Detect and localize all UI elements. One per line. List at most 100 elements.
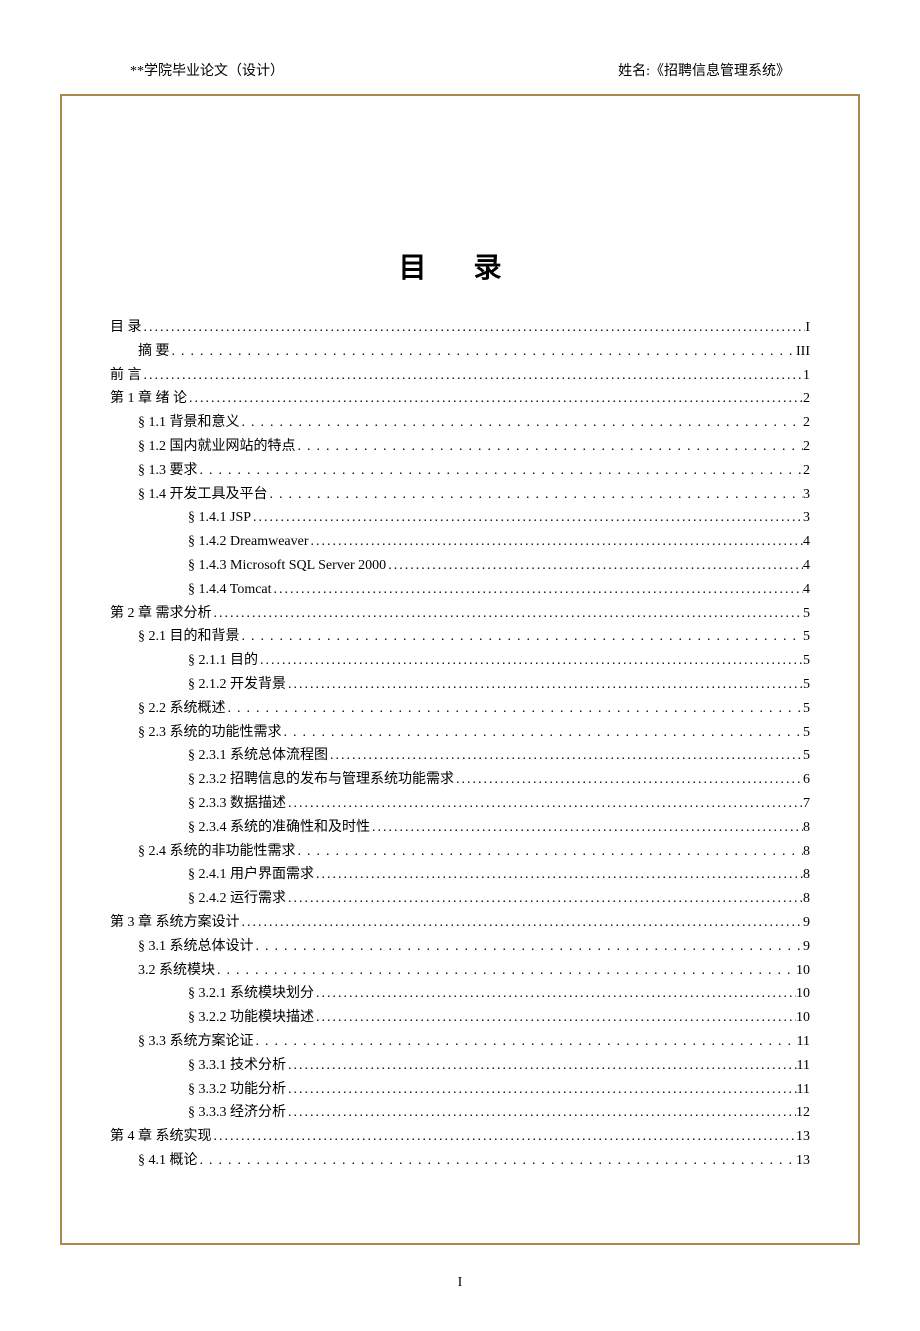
toc-entry-page: 8 — [803, 863, 810, 887]
header-right: 姓名:《招聘信息管理系统》 — [618, 60, 790, 80]
toc-entry-page: 2 — [803, 411, 810, 435]
toc-entry-label: § 2.3 系统的功能性需求 — [138, 721, 282, 745]
toc-entry-page: 6 — [803, 768, 810, 792]
toc-leader-dots: ........................................… — [258, 649, 803, 673]
toc-leader-dots: ........................................… — [254, 935, 804, 959]
toc-leader-dots: ........................................… — [187, 387, 803, 411]
toc-entry: § 3.1 系统总体设计............................… — [110, 935, 810, 959]
toc-leader-dots: ........................................… — [386, 554, 803, 578]
toc-entry-label: § 3.3 系统方案论证 — [138, 1030, 254, 1054]
toc-entry: § 2.4 系统的非功能性需求.........................… — [110, 840, 810, 864]
toc-leader-dots: ........................................… — [240, 625, 804, 649]
toc-entry: § 2.4.2 运行需求............................… — [110, 887, 810, 911]
toc-entry: § 1.4.3 Microsoft SQL Server 2000.......… — [110, 554, 810, 578]
toc-entry-label: § 2.2 系统概述 — [138, 697, 226, 721]
toc-entry-label: 目 录 — [110, 316, 142, 340]
toc-entry-label: § 4.1 概论 — [138, 1149, 198, 1173]
toc-entry-page: 5 — [803, 649, 810, 673]
toc-leader-dots: ........................................… — [240, 911, 804, 935]
toc-entry-label: 第 4 章 系统实现 — [110, 1125, 212, 1149]
toc-entry-page: 10 — [796, 1006, 810, 1030]
toc-entry-page: 2 — [803, 459, 810, 483]
toc-entry-page: I — [805, 316, 810, 340]
toc-entry-page: 2 — [803, 387, 810, 411]
toc-leader-dots: ........................................… — [272, 578, 803, 602]
toc-entry: § 1.4.2 Dreamweaver.....................… — [110, 530, 810, 554]
toc-entry: § 3.3.2 功能分析............................… — [110, 1078, 810, 1102]
toc-entry: 摘 要.....................................… — [110, 340, 810, 364]
toc-entry-page: 4 — [803, 530, 810, 554]
toc-leader-dots: ........................................… — [286, 792, 803, 816]
toc-entry: § 2.3.1 系统总体流程图.........................… — [110, 744, 810, 768]
toc-entry-label: § 2.4.1 用户界面需求 — [188, 863, 314, 887]
toc-leader-dots: ........................................… — [286, 673, 803, 697]
toc-entry-page: 1 — [803, 364, 810, 388]
toc-entry-label: § 3.1 系统总体设计 — [138, 935, 254, 959]
toc-entry-label: 第 2 章 需求分析 — [110, 602, 212, 626]
toc-entry: § 2.3.3 数据描述............................… — [110, 792, 810, 816]
toc-leader-dots: ........................................… — [254, 1030, 797, 1054]
toc-leader-dots: ........................................… — [314, 982, 796, 1006]
toc-leader-dots: ........................................… — [215, 959, 796, 983]
toc-entry: § 2.3.4 系统的准确性和及时性......................… — [110, 816, 810, 840]
page-number: I — [0, 1275, 920, 1291]
toc-entry-page: 8 — [803, 840, 810, 864]
toc-entry-label: § 1.2 国内就业网站的特点 — [138, 435, 296, 459]
toc-list: 目 录.....................................… — [110, 316, 810, 1173]
toc-entry: § 1.4.1 JSP.............................… — [110, 506, 810, 530]
toc-entry-page: 5 — [803, 673, 810, 697]
toc-entry-label: § 1.4 开发工具及平台 — [138, 483, 268, 507]
toc-entry-label: § 1.4.1 JSP — [188, 506, 251, 530]
toc-leader-dots: ........................................… — [309, 530, 803, 554]
toc-entry-label: 摘 要 — [138, 340, 170, 364]
toc-entry: 目 录.....................................… — [110, 316, 810, 340]
toc-entry: 第 4 章 系统实现..............................… — [110, 1125, 810, 1149]
toc-entry-page: 5 — [803, 721, 810, 745]
toc-entry-label: 3.2 系统模块 — [138, 959, 215, 983]
toc-entry-page: 11 — [797, 1054, 810, 1078]
toc-leader-dots: ........................................… — [314, 863, 803, 887]
toc-entry-label: § 1.4.3 Microsoft SQL Server 2000 — [188, 554, 386, 578]
toc-entry: § 3.3.3 经济分析............................… — [110, 1101, 810, 1125]
toc-leader-dots: ........................................… — [328, 744, 803, 768]
toc-entry-label: § 1.4.2 Dreamweaver — [188, 530, 309, 554]
toc-entry: 3.2 系统模块................................… — [110, 959, 810, 983]
toc-entry-page: 3 — [803, 506, 810, 530]
toc-leader-dots: ........................................… — [286, 1101, 796, 1125]
toc-leader-dots: ........................................… — [198, 1149, 797, 1173]
toc-entry-page: 10 — [796, 959, 810, 983]
toc-entry-label: § 3.3.1 技术分析 — [188, 1054, 286, 1078]
toc-leader-dots: ........................................… — [268, 483, 804, 507]
toc-entry-label: § 3.3.2 功能分析 — [188, 1078, 286, 1102]
toc-entry-page: 3 — [803, 483, 810, 507]
toc-entry: § 2.3.2 招聘信息的发布与管理系统功能需求................… — [110, 768, 810, 792]
toc-entry: § 1.3 要求................................… — [110, 459, 810, 483]
toc-entry-label: § 2.3.1 系统总体流程图 — [188, 744, 328, 768]
toc-entry: § 1.4.4 Tomcat..........................… — [110, 578, 810, 602]
toc-entry-label: § 1.4.4 Tomcat — [188, 578, 272, 602]
toc-entry-page: 8 — [803, 887, 810, 911]
toc-leader-dots: ........................................… — [286, 1054, 797, 1078]
toc-entry: § 3.3.1 技术分析............................… — [110, 1054, 810, 1078]
toc-entry: 前 言.....................................… — [110, 364, 810, 388]
toc-entry-label: § 2.3.2 招聘信息的发布与管理系统功能需求 — [188, 768, 454, 792]
toc-entry-page: 10 — [796, 982, 810, 1006]
toc-entry-page: 9 — [803, 935, 810, 959]
toc-entry-label: § 2.4.2 运行需求 — [188, 887, 286, 911]
toc-entry-label: § 3.3.3 经济分析 — [188, 1101, 286, 1125]
toc-entry-label: § 2.3.4 系统的准确性和及时性 — [188, 816, 370, 840]
toc-entry-label: § 1.1 背景和意义 — [138, 411, 240, 435]
toc-leader-dots: ........................................… — [286, 1078, 797, 1102]
toc-entry-label: § 2.4 系统的非功能性需求 — [138, 840, 296, 864]
toc-leader-dots: ........................................… — [314, 1006, 796, 1030]
toc-leader-dots: ........................................… — [212, 602, 804, 626]
header-left: **学院毕业论文（设计） — [130, 60, 284, 80]
toc-entry-page: 2 — [803, 435, 810, 459]
toc-leader-dots: ........................................… — [198, 459, 804, 483]
toc-entry-label: 第 1 章 绪 论 — [110, 387, 187, 411]
toc-entry-label: § 2.1.1 目的 — [188, 649, 258, 673]
toc-entry-label: § 3.2.1 系统模块划分 — [188, 982, 314, 1006]
toc-leader-dots: ........................................… — [240, 411, 804, 435]
toc-entry-label: § 2.1 目的和背景 — [138, 625, 240, 649]
toc-entry: § 3.2.2 功能模块描述..........................… — [110, 1006, 810, 1030]
